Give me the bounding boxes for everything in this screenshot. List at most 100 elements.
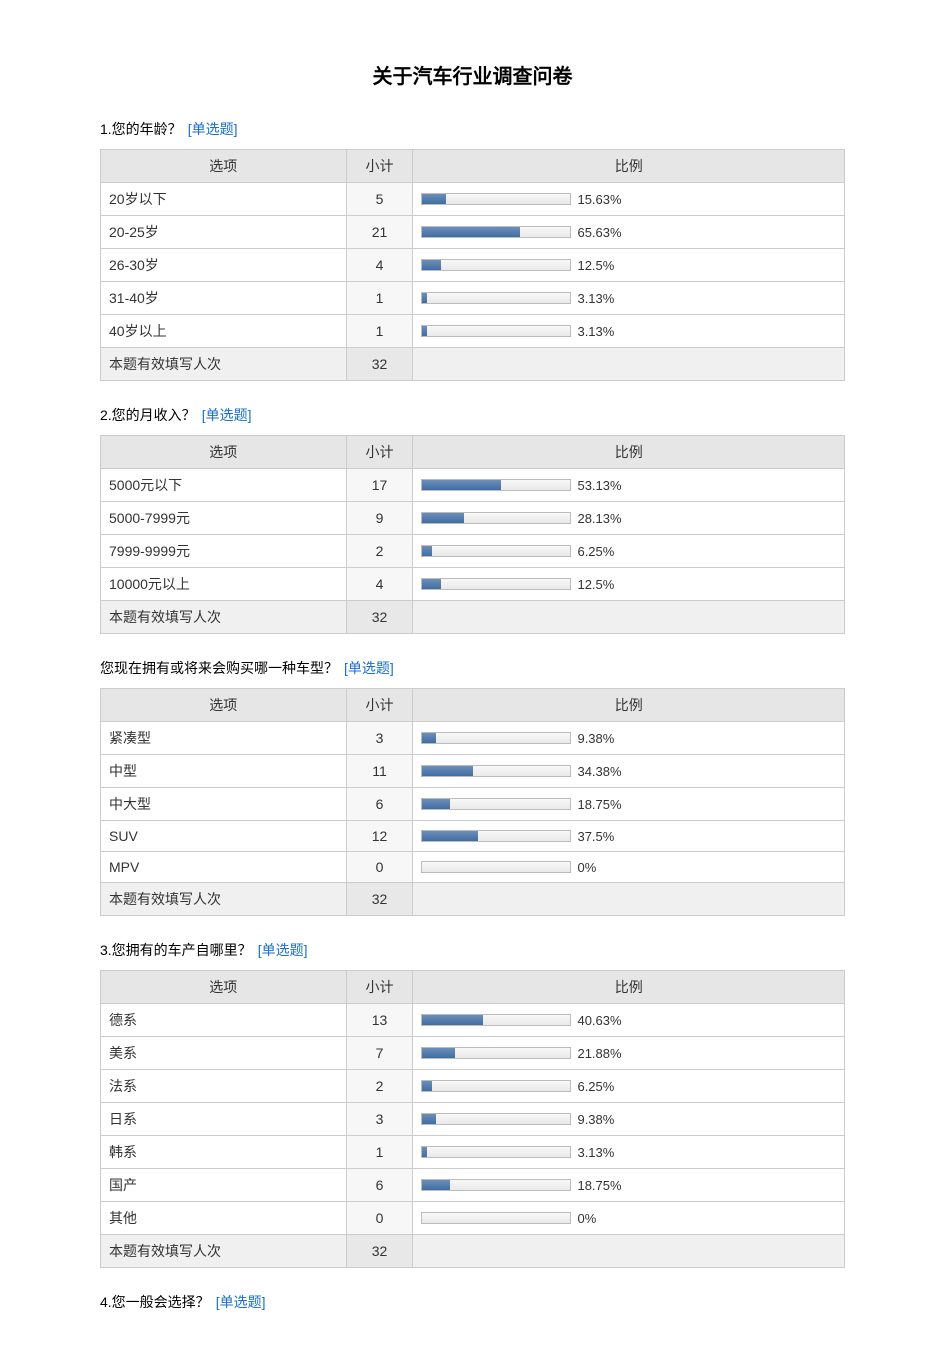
bar-fill xyxy=(422,1147,427,1157)
count-cell: 6 xyxy=(346,1169,413,1202)
bar-fill xyxy=(422,766,473,776)
total-row: 本题有效填写人次32 xyxy=(101,883,845,916)
total-count-cell: 32 xyxy=(346,1235,413,1268)
question-title-text: 3.您拥有的车产自哪里？ xyxy=(100,942,252,958)
option-cell: 40岁以上 xyxy=(101,315,347,348)
bar-percent-label: 65.63% xyxy=(577,225,621,240)
ratio-cell: 12.5% xyxy=(413,249,845,282)
bar-wrap: 9.38% xyxy=(421,1112,836,1127)
table-row: 法系26.25% xyxy=(101,1070,845,1103)
column-header-ratio: 比例 xyxy=(413,436,845,469)
total-label-cell: 本题有效填写人次 xyxy=(101,883,347,916)
bar-percent-label: 6.25% xyxy=(577,1079,614,1094)
count-cell: 9 xyxy=(346,502,413,535)
bar-percent-label: 0% xyxy=(577,860,596,875)
total-row: 本题有效填写人次32 xyxy=(101,1235,845,1268)
question-type-tag[interactable]: [单选题] xyxy=(216,1294,266,1310)
bar-track xyxy=(421,545,571,557)
bar-track xyxy=(421,292,571,304)
total-blank-cell xyxy=(413,601,845,634)
bar-fill xyxy=(422,1180,450,1190)
bar-percent-label: 0% xyxy=(577,1211,596,1226)
questions-root: 1.您的年龄？[单选题]选项小计比例20岁以下515.63%20-25岁2165… xyxy=(100,119,845,1312)
bar-percent-label: 18.75% xyxy=(577,797,621,812)
bar-wrap: 15.63% xyxy=(421,192,836,207)
option-cell: 法系 xyxy=(101,1070,347,1103)
count-cell: 17 xyxy=(346,469,413,502)
bar-fill xyxy=(422,480,501,490)
ratio-cell: 6.25% xyxy=(413,535,845,568)
table-row: 5000元以下17 53.13% xyxy=(101,469,845,502)
bar-percent-label: 12.5% xyxy=(577,258,614,273)
option-cell: 5000元以下 xyxy=(101,469,347,502)
bar-fill xyxy=(422,1081,431,1091)
count-cell: 1 xyxy=(346,315,413,348)
total-count-cell: 32 xyxy=(346,883,413,916)
ratio-cell: 18.75% xyxy=(413,1169,845,1202)
ratio-cell: 65.63% xyxy=(413,216,845,249)
option-cell: 日系 xyxy=(101,1103,347,1136)
total-count-cell: 32 xyxy=(346,601,413,634)
question-title-text: 4.您一般会选择？ xyxy=(100,1294,210,1310)
question-title-text: 1.您的年龄？ xyxy=(100,121,182,137)
option-cell: MPV xyxy=(101,852,347,883)
bar-track xyxy=(421,765,571,777)
bar-fill xyxy=(422,227,519,237)
total-label-cell: 本题有效填写人次 xyxy=(101,601,347,634)
column-header-option: 选项 xyxy=(101,971,347,1004)
bar-track xyxy=(421,259,571,271)
bar-track xyxy=(421,226,571,238)
bar-wrap: 65.63% xyxy=(421,225,836,240)
question-type-tag[interactable]: [单选题] xyxy=(344,660,394,676)
option-cell: 10000元以上 xyxy=(101,568,347,601)
ratio-cell: 3.13% xyxy=(413,282,845,315)
ratio-cell: 21.88% xyxy=(413,1037,845,1070)
column-header-count: 小计 xyxy=(346,971,413,1004)
bar-percent-label: 9.38% xyxy=(577,731,614,746)
table-row: 中型1134.38% xyxy=(101,755,845,788)
question-type-tag[interactable]: [单选题] xyxy=(258,942,308,958)
column-header-ratio: 比例 xyxy=(413,971,845,1004)
bar-fill xyxy=(422,1015,482,1025)
bar-wrap: 12.5% xyxy=(421,258,836,273)
ratio-cell: 15.63% xyxy=(413,183,845,216)
bar-fill xyxy=(422,1114,436,1124)
bar-wrap: 40.63% xyxy=(421,1013,836,1028)
option-cell: SUV xyxy=(101,821,347,852)
count-cell: 11 xyxy=(346,755,413,788)
table-row: 20岁以下515.63% xyxy=(101,183,845,216)
count-cell: 6 xyxy=(346,788,413,821)
ratio-cell: 6.25% xyxy=(413,1070,845,1103)
bar-percent-label: 3.13% xyxy=(577,1145,614,1160)
question-title-text: 您现在拥有或将来会购买哪一种车型？ xyxy=(100,660,338,676)
bar-fill xyxy=(422,733,436,743)
bar-fill xyxy=(422,260,441,270)
table-header-row: 选项小计比例 xyxy=(101,689,845,722)
bar-track xyxy=(421,1047,571,1059)
bar-wrap: 53.13% xyxy=(421,478,836,493)
option-cell: 20岁以下 xyxy=(101,183,347,216)
question-type-tag[interactable]: [单选题] xyxy=(202,407,252,423)
bar-fill xyxy=(422,513,464,523)
option-cell: 韩系 xyxy=(101,1136,347,1169)
bar-percent-label: 40.63% xyxy=(577,1013,621,1028)
survey-table: 选项小计比例德系1340.63%美系721.88%法系26.25%日系39.38… xyxy=(100,970,845,1268)
column-header-option: 选项 xyxy=(101,689,347,722)
bar-track xyxy=(421,830,571,842)
bar-fill xyxy=(422,546,431,556)
count-cell: 1 xyxy=(346,1136,413,1169)
total-blank-cell xyxy=(413,883,845,916)
question-title: 2.您的月收入？[单选题] xyxy=(100,405,845,425)
option-cell: 中型 xyxy=(101,755,347,788)
count-cell: 4 xyxy=(346,568,413,601)
question-type-tag[interactable]: [单选题] xyxy=(188,121,238,137)
bar-percent-label: 21.88% xyxy=(577,1046,621,1061)
bar-fill xyxy=(422,831,478,841)
bar-track xyxy=(421,732,571,744)
table-row: 日系39.38% xyxy=(101,1103,845,1136)
bar-track xyxy=(421,1113,571,1125)
count-cell: 3 xyxy=(346,722,413,755)
column-header-count: 小计 xyxy=(346,150,413,183)
bar-fill xyxy=(422,1048,454,1058)
total-blank-cell xyxy=(413,1235,845,1268)
